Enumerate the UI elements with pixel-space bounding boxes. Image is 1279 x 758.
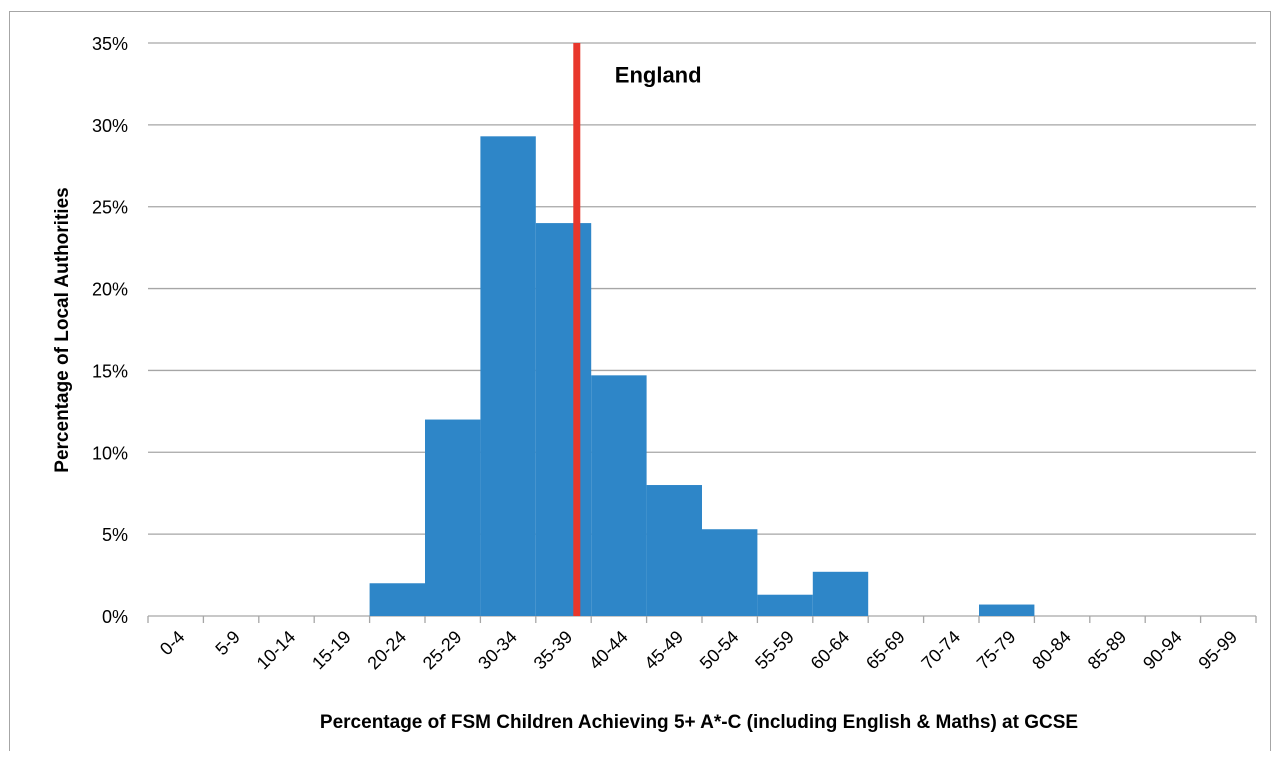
- x-tick-label: 75-79: [973, 627, 1020, 674]
- x-tick-label: 50-54: [696, 627, 743, 674]
- x-tick-labels: 0-4 5-9 10-14 15-19 20-24 25-29 30-34 35-39 40-4…: [156, 627, 1241, 674]
- x-tick-label: 95-99: [1194, 627, 1241, 674]
- x-tick-label: 80-84: [1028, 627, 1075, 674]
- x-tick-label: 45-49: [640, 627, 687, 674]
- bar-75-79: [979, 604, 1035, 616]
- x-tick-label: 65-69: [862, 627, 909, 674]
- bar-35-39: [535, 223, 592, 617]
- x-axis-label: Percentage of FSM Children Achieving 5+ …: [320, 712, 1078, 733]
- gridlines: [147, 42, 1257, 623]
- x-tick-label: 90-94: [1139, 627, 1186, 674]
- bar-40-44: [591, 375, 647, 616]
- y-tick-label: 25%: [92, 198, 128, 218]
- y-axis-label: Percentage of Local Authorities: [52, 187, 73, 472]
- bar-30-34: [480, 136, 536, 616]
- y-tick-label: 10%: [92, 443, 128, 463]
- y-tick-label: 0%: [102, 607, 128, 627]
- x-tick-label: 55-59: [751, 627, 798, 674]
- y-tick-label: 15%: [92, 361, 128, 381]
- england-reference-line: England: [573, 43, 702, 616]
- x-tick-label: 25-29: [419, 627, 466, 674]
- x-tick-label: 10-14: [253, 627, 300, 674]
- bar-55-59: [757, 594, 813, 616]
- x-tick-label: 30-34: [474, 627, 521, 674]
- chart-frame: [9, 11, 1271, 751]
- x-tick-label: 0-4: [156, 627, 189, 660]
- bars: [369, 136, 1035, 617]
- bar-20-24: [369, 583, 425, 616]
- reference-line-label: England: [615, 62, 702, 87]
- x-tick-label: 60-64: [807, 627, 854, 674]
- y-tick-label: 35%: [92, 34, 128, 54]
- x-tick-label: 35-39: [530, 627, 577, 674]
- bar-25-29: [425, 419, 481, 616]
- x-tick-label: 20-24: [363, 627, 410, 674]
- bar-50-54: [702, 529, 758, 616]
- x-tick-label: 85-89: [1084, 627, 1131, 674]
- y-tick-label: 30%: [92, 116, 128, 136]
- x-tick-label: 40-44: [585, 627, 632, 674]
- y-tick-label: 20%: [92, 280, 128, 300]
- bar-60-64: [812, 571, 869, 616]
- y-tick-label: 5%: [102, 525, 128, 545]
- bar-45-49: [646, 485, 702, 616]
- y-tick-labels: 0% 5% 10% 15% 20% 25% 30% 35%: [92, 34, 128, 627]
- x-tick-label: 70-74: [917, 627, 964, 674]
- x-tick-label: 15-19: [308, 627, 355, 674]
- x-tick-label: 5-9: [211, 627, 244, 660]
